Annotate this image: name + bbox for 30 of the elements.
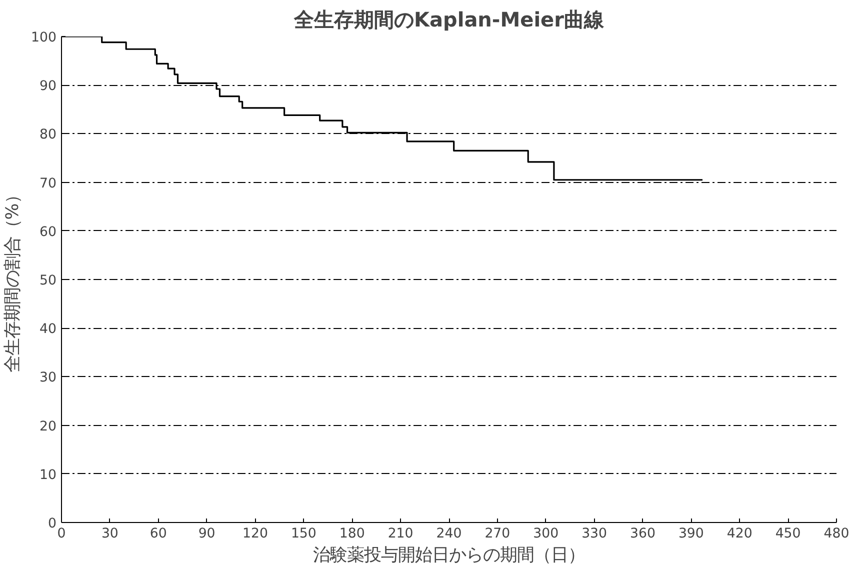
y-tick-label: 0 <box>48 516 57 532</box>
x-tick-label: 90 <box>198 526 216 542</box>
x-tick-label: 180 <box>339 526 365 542</box>
x-tick-label: 360 <box>630 526 656 542</box>
x-tick-label: 450 <box>775 526 801 542</box>
y-axis-title: 全生存期間の割合（%） <box>3 186 24 373</box>
x-tick-label: 120 <box>242 526 268 542</box>
chart-title: 全生存期間のKaplan-Meier曲線 <box>293 8 605 32</box>
x-tick-label: 60 <box>150 526 167 542</box>
x-tick-label: 270 <box>484 526 510 542</box>
x-tick-label: 390 <box>678 526 704 542</box>
y-tick-label: 20 <box>40 419 57 434</box>
x-tick-label: 210 <box>388 526 414 542</box>
x-tick-label: 480 <box>824 526 850 542</box>
x-tick-label: 300 <box>533 526 559 542</box>
x-tick-label: 30 <box>101 526 118 542</box>
y-tick-label: 50 <box>40 274 57 288</box>
x-axis-title: 治験薬投与開始日からの期間（日） <box>313 546 585 566</box>
y-tick-label: 90 <box>40 79 57 94</box>
y-tick-label: 60 <box>40 224 57 240</box>
y-tick-label: 30 <box>40 370 57 386</box>
x-tick-label: 150 <box>290 526 316 542</box>
x-tick-label: 240 <box>436 526 462 542</box>
x-tick-label: 330 <box>582 526 608 542</box>
y-tick-label: 80 <box>40 128 57 143</box>
y-tick-label: 100 <box>31 30 57 46</box>
y-tick-label: 10 <box>40 468 57 483</box>
y-tick-label: 40 <box>40 322 57 338</box>
x-tick-label: 420 <box>726 526 752 542</box>
y-tick-label: 70 <box>40 176 57 192</box>
